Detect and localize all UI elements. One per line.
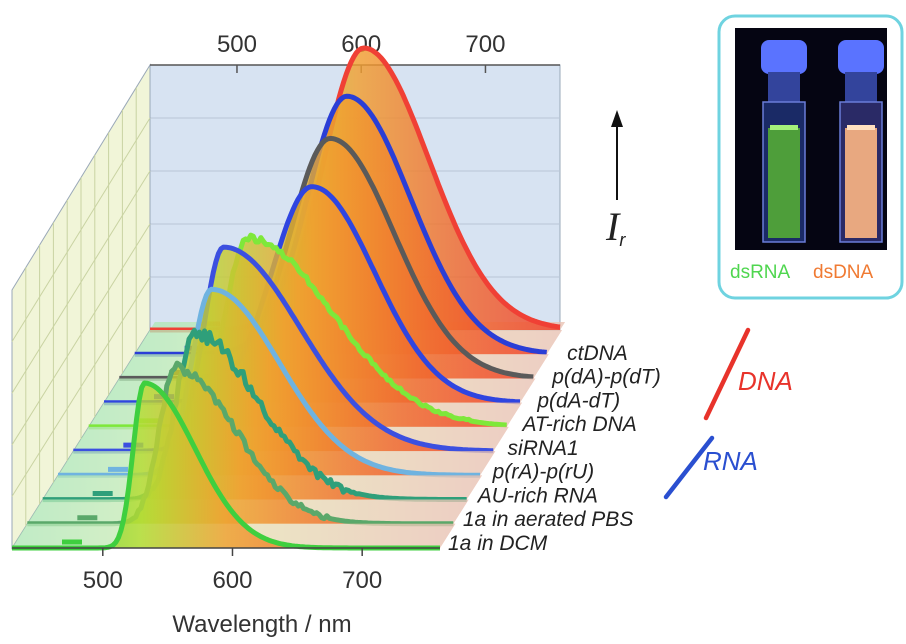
series-area — [73, 247, 494, 452]
series-label: siRNA1 — [508, 437, 579, 460]
series-line — [42, 327, 467, 503]
bottom-tick-label: 600 — [212, 567, 252, 594]
series-label: p(dA)-p(dT) — [551, 366, 661, 389]
side-grid-line — [11, 117, 151, 342]
dna-bracket — [703, 327, 751, 421]
intensity-arrow-head — [611, 110, 623, 127]
series-label: 1a in aerated PBS — [463, 508, 633, 531]
series-label: AU-rich RNA — [476, 484, 598, 507]
bottom-axis-ticks: 500 600 700 — [83, 548, 382, 594]
inset-caption-dsdna: dsDNA — [813, 262, 874, 283]
right-cuvette-glow — [847, 125, 875, 130]
side-wall-grid — [11, 87, 151, 527]
inset-caption-dsrna: dsRNA — [730, 262, 791, 283]
left-cuvette-solution — [768, 128, 800, 238]
rna-bracket — [663, 435, 715, 500]
spectra-slabs — [12, 45, 565, 551]
right-cuvette-neck — [845, 72, 877, 102]
side-grid-line — [11, 170, 151, 394]
series-area — [12, 383, 440, 548]
series-label: p(dA-dT) — [536, 389, 620, 412]
left-cuvette-cap — [761, 40, 807, 74]
left-cuvette-glow — [770, 125, 798, 130]
right-cuvette-solution — [845, 128, 877, 238]
side-grid-line — [11, 276, 151, 497]
left-cuvette-neck — [768, 72, 800, 102]
bottom-tick-label: 500 — [83, 567, 123, 594]
series-label: AT-rich DNA — [520, 413, 636, 436]
y-axis-label: Ir — [605, 204, 626, 250]
series-label: p(rA)-p(rU) — [492, 461, 594, 484]
x-axis-label: Wavelength / nm — [172, 611, 351, 638]
inset-photo: dsRNA dsDNA — [717, 14, 904, 300]
rna-group-label: RNA — [703, 446, 758, 476]
bottom-tick-label: 700 — [342, 567, 382, 594]
series-label: ctDNA — [567, 342, 628, 365]
series-area — [42, 330, 467, 500]
dna-group-label: DNA — [738, 366, 793, 396]
series-area — [27, 363, 454, 524]
top-tick-label: 700 — [465, 31, 505, 58]
right-cuvette-cap — [838, 40, 884, 74]
side-grid-line — [11, 223, 151, 446]
series-area — [58, 289, 480, 476]
series-label: 1a in DCM — [448, 532, 548, 555]
top-tick-label: 500 — [217, 31, 257, 58]
